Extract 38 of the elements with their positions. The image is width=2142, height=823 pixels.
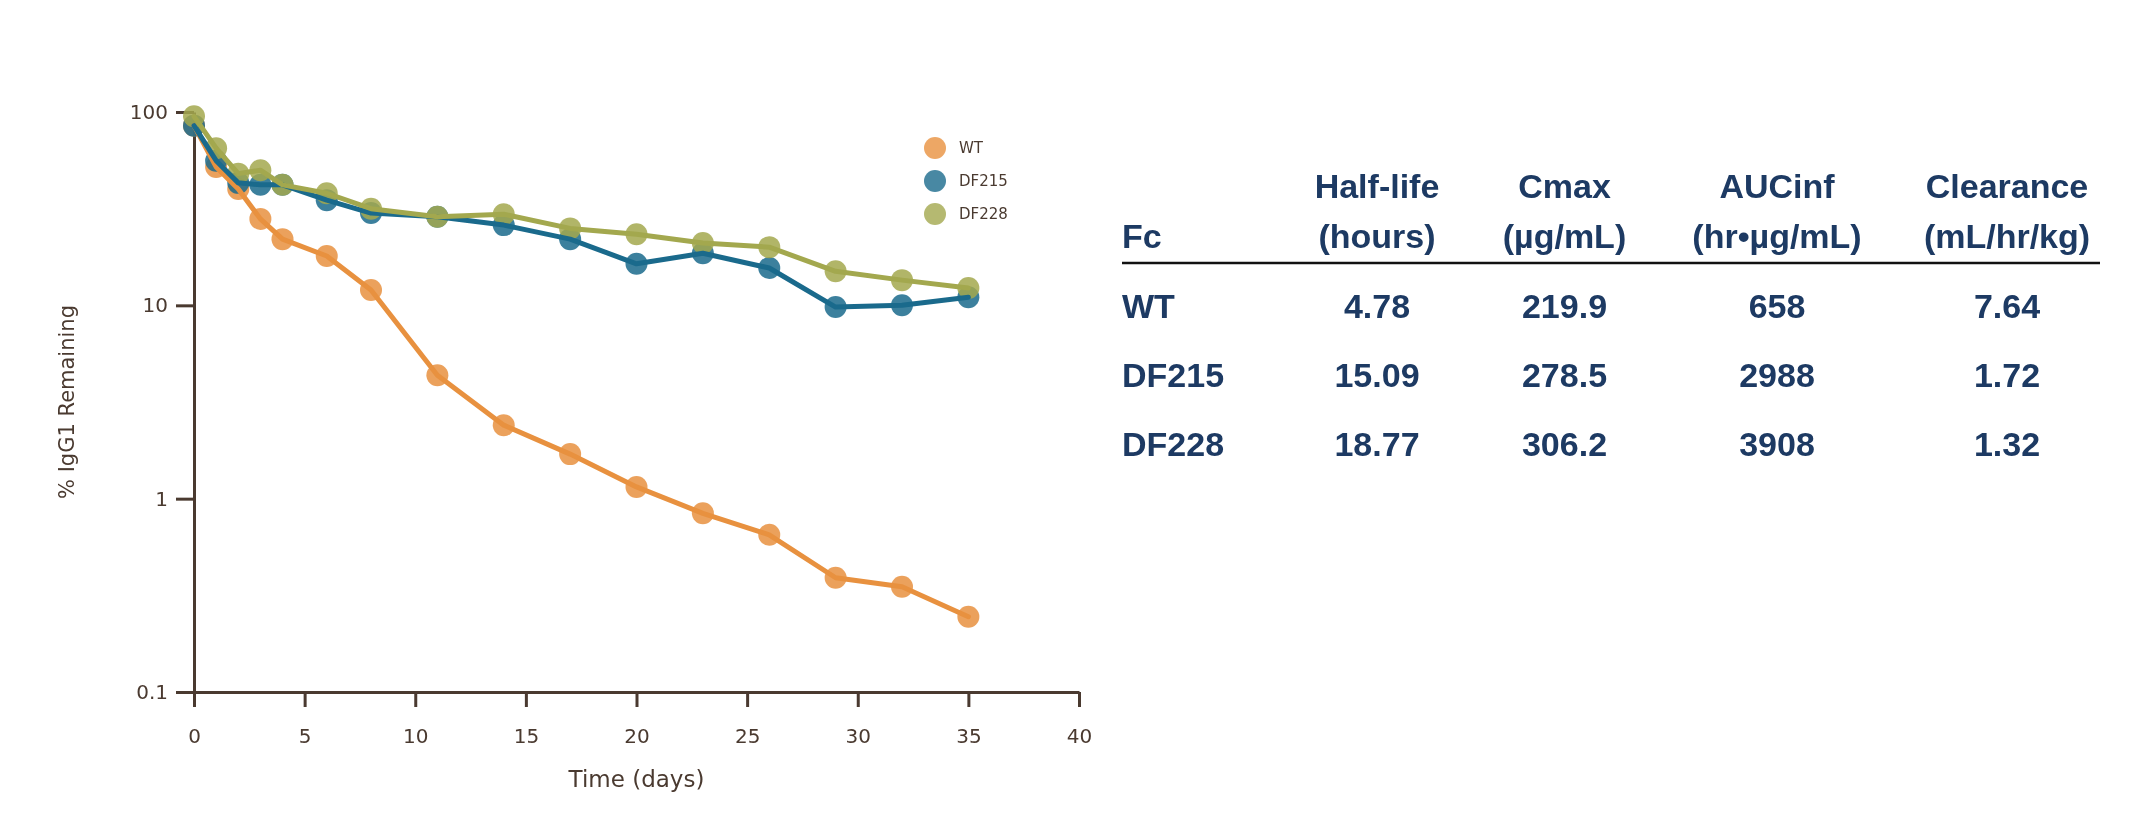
category-label: Clearance (mL/hr/kg) bbox=[1923, 167, 2091, 255]
category-label: AUCinf (hr•µg/mL) bbox=[1692, 167, 1862, 255]
x-tick-label: 5 bbox=[298, 724, 312, 749]
legend-label: DF228 bbox=[959, 205, 1008, 224]
x-axis-title: Time (days) bbox=[567, 766, 705, 792]
x-tick-label: 10 bbox=[403, 724, 429, 749]
legend-label: DF215 bbox=[959, 172, 1008, 191]
text: 4.78 bbox=[1343, 287, 1411, 325]
x-tick-label: 0 bbox=[188, 724, 201, 749]
text: 278.5 bbox=[1521, 356, 1608, 394]
text: 18.77 bbox=[1334, 425, 1420, 463]
y-tick-label: 1 bbox=[155, 486, 168, 511]
text: 2988 bbox=[1739, 356, 1815, 394]
text: 658 bbox=[1748, 287, 1806, 325]
text: 1.32 bbox=[1973, 425, 2041, 463]
y-axis-title: % IgG1 Remaining bbox=[55, 305, 79, 499]
category-label: DF228 bbox=[1122, 425, 1225, 463]
y-tick-label: 100 bbox=[129, 99, 168, 124]
category-label: WT bbox=[1122, 287, 1175, 325]
x-tick-label: 20 bbox=[624, 724, 650, 749]
text: Fc bbox=[1122, 217, 1162, 255]
text: 219.9 bbox=[1521, 287, 1608, 325]
text: 7.64 bbox=[1973, 287, 2041, 325]
legend-label: WT bbox=[959, 139, 984, 158]
y-tick-label: 10 bbox=[142, 293, 168, 318]
text: 1.72 bbox=[1973, 356, 2041, 394]
y-tick-label: 0.1 bbox=[136, 679, 168, 704]
x-tick-label: 40 bbox=[1066, 724, 1093, 749]
category-label: Half-life (hours) bbox=[1314, 167, 1440, 255]
category-label: Cmax (µg/mL) bbox=[1502, 167, 1627, 255]
text: 15.09 bbox=[1334, 356, 1420, 394]
x-tick-label: 30 bbox=[845, 724, 871, 749]
category-label: DF215 bbox=[1122, 356, 1225, 394]
text: 306.2 bbox=[1521, 425, 1608, 463]
x-tick-label: 25 bbox=[734, 724, 761, 749]
x-tick-label: 35 bbox=[956, 724, 982, 749]
text: 3908 bbox=[1739, 425, 1815, 463]
x-tick-label: 15 bbox=[513, 724, 540, 749]
